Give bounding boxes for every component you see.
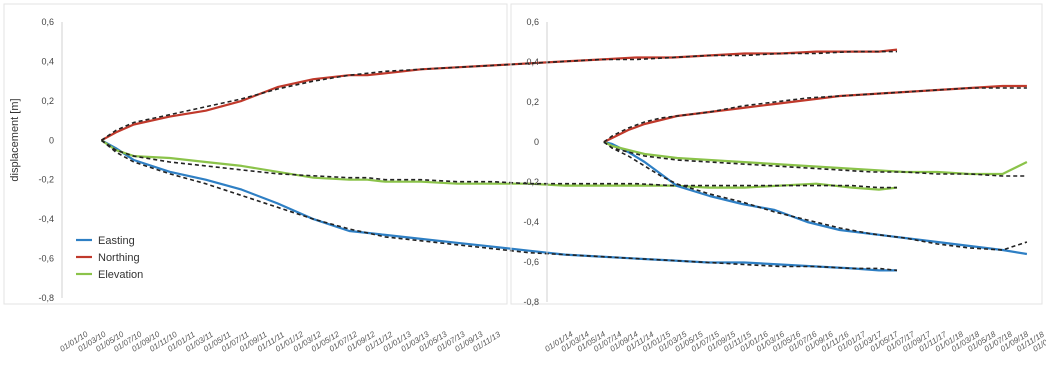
y-tick-label: -0,2 — [523, 177, 539, 187]
series-easting — [100, 139, 897, 272]
series-northing — [100, 48, 898, 142]
trend-line — [603, 87, 1027, 143]
y-tick-label: 0,4 — [526, 57, 539, 67]
y-tick-label: 0,4 — [41, 56, 54, 66]
y-tick-label: -0,8 — [38, 293, 54, 303]
y-tick-label: -0,4 — [38, 214, 54, 224]
chart-1: 0,60,40,20-0,2-0,4-0,6-0,801/01/1001/03/… — [3, 3, 898, 354]
series-easting — [603, 140, 1028, 256]
series-elevation — [603, 141, 1028, 176]
chart-frame — [3, 3, 508, 305]
legend-label-easting: Easting — [98, 235, 135, 247]
chart-2: 0,60,40,20-0,2-0,4-0,6-0,801/01/1401/03/… — [510, 3, 1046, 354]
y-tick-label: 0,6 — [41, 17, 54, 27]
trend-line — [101, 50, 897, 141]
trend-line — [603, 141, 1027, 177]
y-tick-label: -0,8 — [523, 297, 539, 307]
y-tick-label: 0 — [534, 137, 539, 147]
y-tick-label: 0,6 — [526, 17, 539, 27]
series-northing — [603, 84, 1027, 143]
trend-line — [100, 139, 898, 272]
chart-frame — [510, 3, 1043, 305]
y-tick-label: 0,2 — [526, 97, 539, 107]
legend-label-northing: Northing — [98, 252, 140, 264]
trend-line — [101, 139, 897, 189]
y-tick-label: -0,4 — [523, 217, 539, 227]
y-tick-label: -0,6 — [38, 254, 54, 264]
series-elevation — [100, 139, 898, 191]
y-tick-label: 0 — [49, 135, 54, 145]
y-tick-label: -0,2 — [38, 175, 54, 185]
y-tick-label: 0,2 — [41, 96, 54, 106]
legend-label-elevation: Elevation — [98, 269, 143, 281]
y-axis-title: displacement [m] — [9, 98, 21, 181]
y-tick-label: -0,6 — [523, 257, 539, 267]
